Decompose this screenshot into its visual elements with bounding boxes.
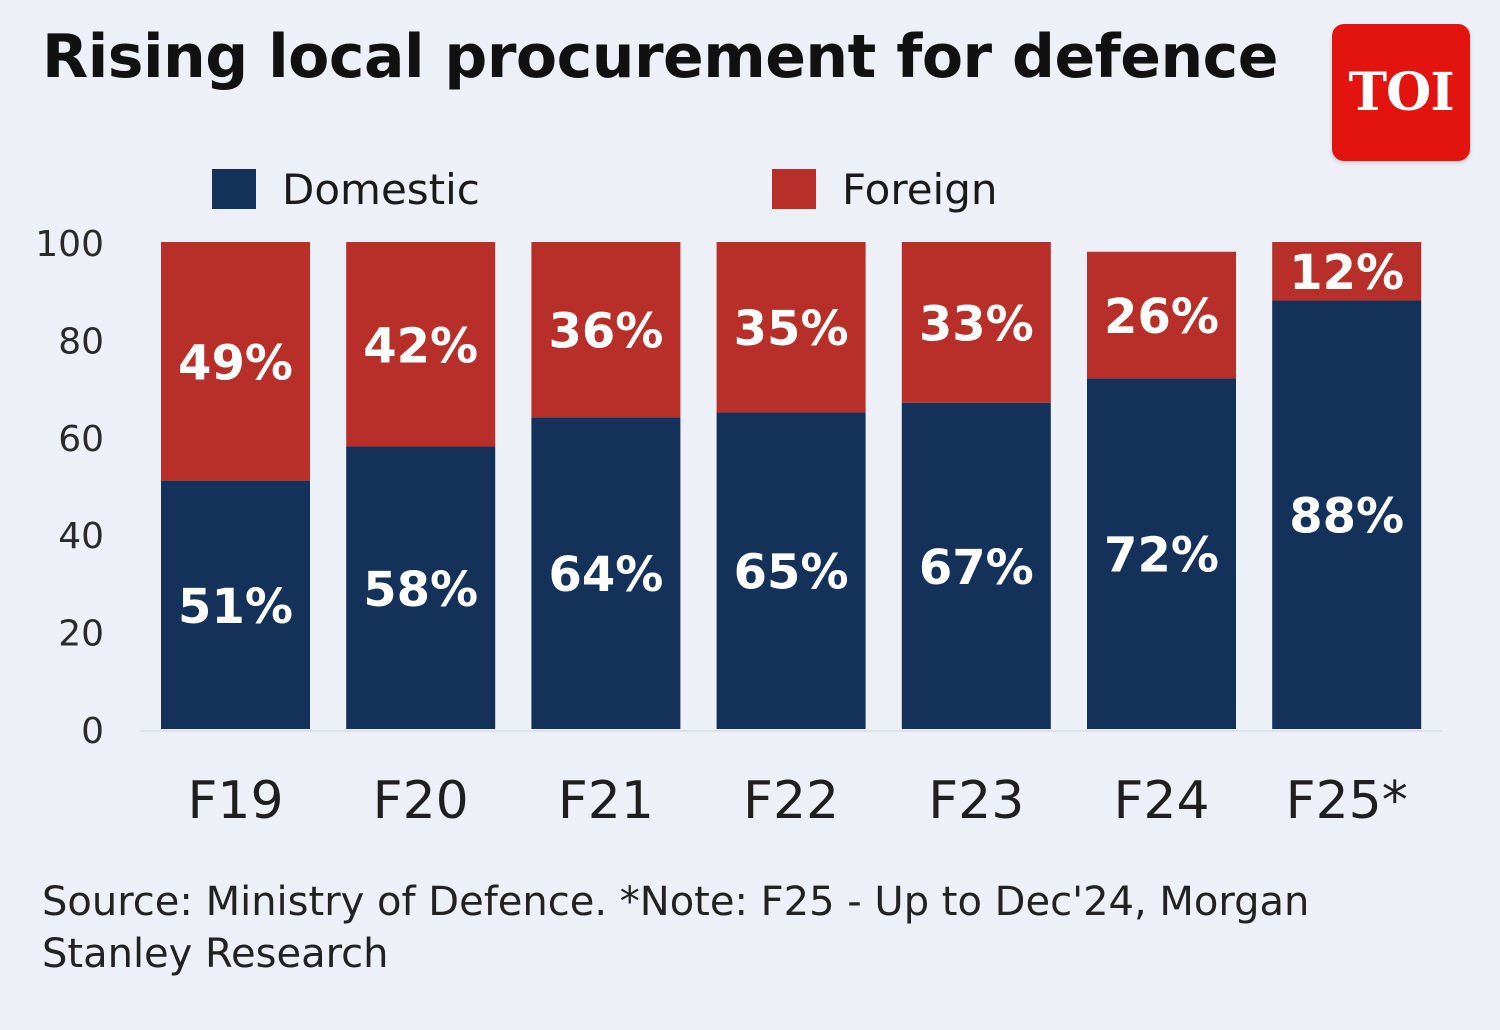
legend-label-foreign: Foreign — [842, 165, 998, 214]
y-tick-label: 80 — [58, 321, 104, 362]
bar-foreign — [901, 242, 1051, 403]
source-note: Source: Ministry of Defence. *Note: F25 … — [42, 879, 1310, 977]
x-tick-label: F25* — [1286, 771, 1408, 831]
bar-domestic — [901, 402, 1051, 729]
x-tick-label: F21 — [558, 771, 654, 831]
y-tick-label: 0 — [81, 711, 104, 752]
x-tick-label: F19 — [187, 771, 283, 831]
data-label-domestic: 58% — [363, 562, 478, 618]
y-tick-label: 40 — [58, 516, 104, 557]
data-label-domestic: 64% — [548, 547, 663, 603]
bar-foreign — [346, 242, 496, 447]
data-label-foreign: 42% — [363, 318, 478, 374]
x-tick-label: F24 — [1113, 771, 1209, 831]
stacked-bar-chart: Domestic Foreign 0 20 40 60 80 100 51% 49% F19 58% 4… — [35, 165, 1442, 831]
x-tick-label: F22 — [743, 771, 839, 831]
y-tick-label: 20 — [58, 614, 104, 655]
data-label-domestic: 65% — [734, 545, 849, 601]
bar-foreign — [1087, 251, 1236, 379]
data-label-foreign: 26% — [1104, 289, 1219, 345]
data-label-domestic: 67% — [919, 540, 1034, 596]
toi-logo: TOI — [1332, 24, 1470, 161]
bar-foreign — [161, 242, 310, 481]
legend-swatch-foreign — [772, 169, 816, 209]
chart-title: Rising local procurement for defence — [42, 22, 1278, 92]
bar-domestic — [531, 417, 681, 729]
bar-foreign — [716, 242, 866, 413]
data-label-domestic: 51% — [178, 579, 293, 635]
bar-foreign — [1272, 242, 1422, 301]
data-label-foreign: 36% — [548, 304, 663, 360]
data-label-foreign: 35% — [734, 301, 849, 357]
y-tick-label: 100 — [35, 224, 104, 265]
data-label-domestic: 72% — [1104, 528, 1219, 584]
x-tick-label: F20 — [373, 771, 469, 831]
data-label-foreign: 12% — [1289, 245, 1404, 301]
bar-domestic — [161, 480, 310, 729]
bar-domestic — [1272, 300, 1422, 729]
data-label-foreign: 49% — [178, 335, 293, 391]
data-label-domestic: 88% — [1289, 489, 1404, 545]
bar-domestic — [716, 412, 866, 729]
bar-domestic — [1087, 378, 1236, 729]
logo-text: TOI — [1348, 62, 1454, 123]
x-tick-label: F23 — [928, 771, 1024, 831]
y-tick-label: 60 — [58, 419, 104, 460]
legend-swatch-domestic — [212, 169, 256, 209]
bar-foreign — [531, 242, 681, 418]
data-label-foreign: 33% — [919, 296, 1034, 352]
bar-domestic — [346, 446, 496, 729]
legend-label-domestic: Domestic — [282, 165, 480, 214]
